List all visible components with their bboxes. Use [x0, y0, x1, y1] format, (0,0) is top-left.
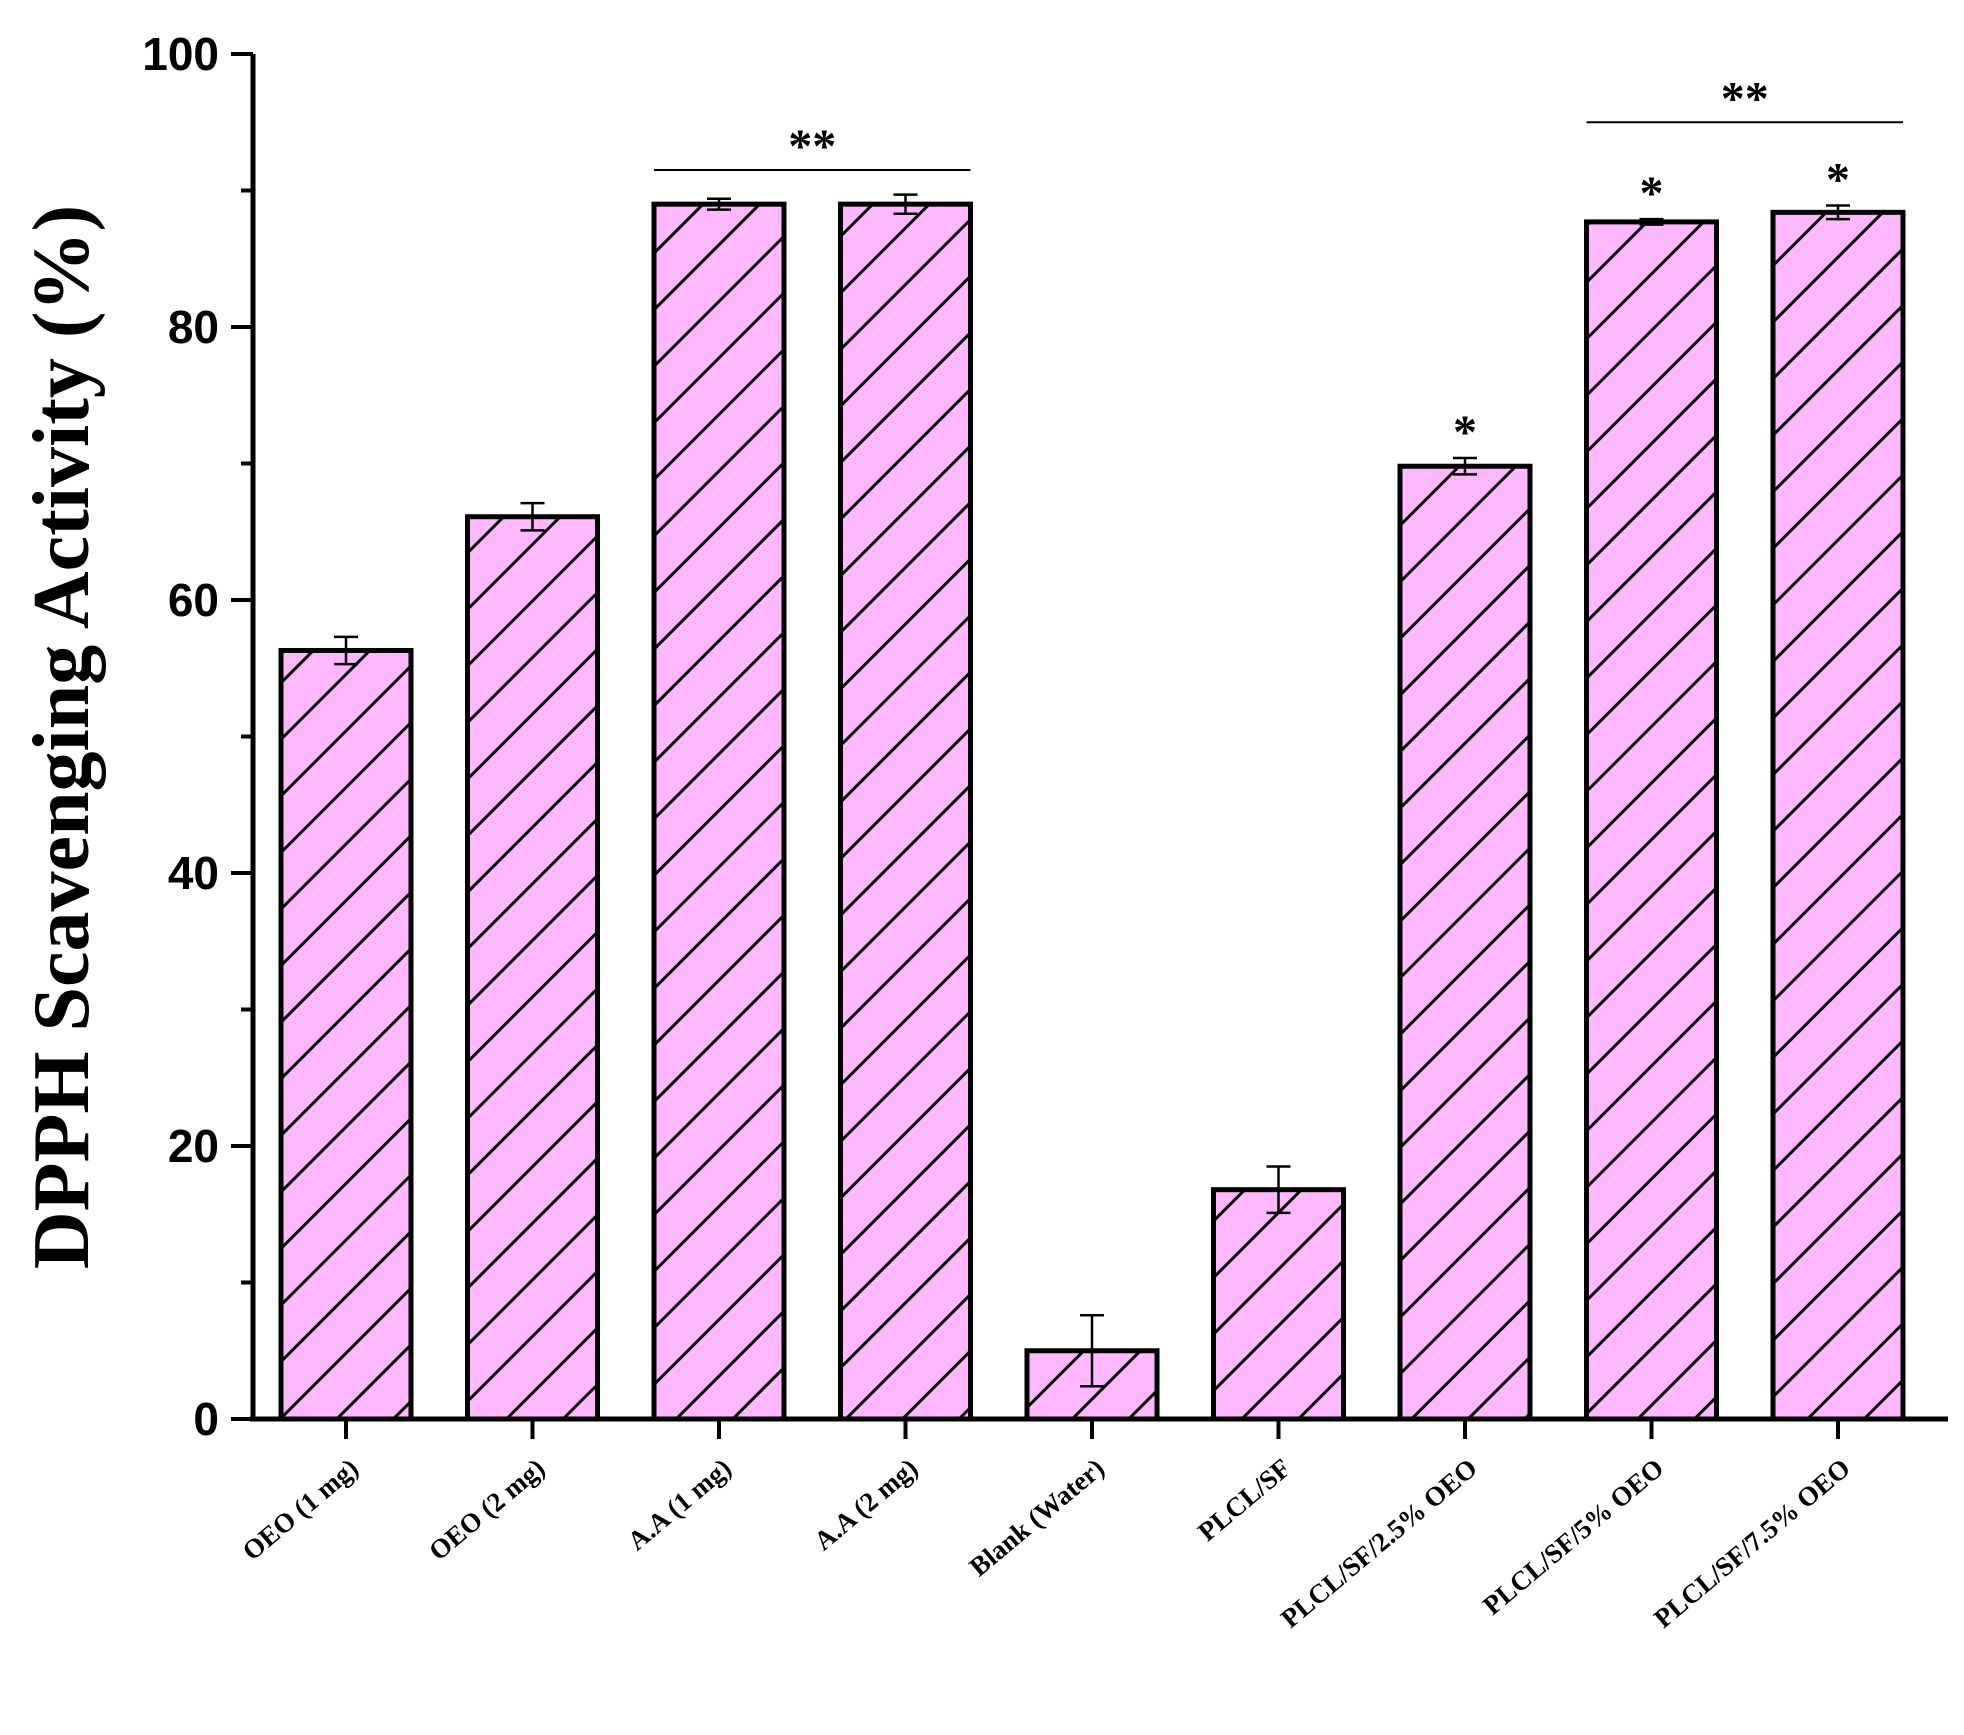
x-tick-label-oeo-2-mg: OEO (2 mg) [423, 1453, 550, 1567]
significance-label: ** [788, 120, 836, 173]
error-bar-plcl-sf-2-5-oeo [1453, 456, 1477, 476]
error-bar-plcl-sf-5-oeo [1639, 217, 1664, 226]
bar-hatch-plcl-sf-7-5-oeo [1770, 209, 1906, 1422]
x-tick-label-a-a-2-mg: A.A (2 mg) [808, 1453, 923, 1556]
bar-hatch-plcl-sf-5-oeo [1584, 219, 1719, 1422]
error-bar-a-a-2-mg [893, 193, 918, 215]
bar-a-a-2-mg [838, 201, 973, 1422]
bar-a-a-1-mg [651, 201, 787, 1422]
bar-hatch-plcl-sf [1211, 1187, 1346, 1422]
bar-hatch-a-a-1-mg [651, 201, 787, 1422]
bar-plcl-sf [1211, 1187, 1346, 1422]
significance-star: * [1640, 167, 1664, 220]
y-tick-label: 40 [168, 847, 219, 899]
error-bars [334, 193, 1850, 1388]
y-axis-label: DPPH Scavenging Activity (%) [18, 205, 106, 1269]
y-tick-label: 60 [168, 574, 219, 626]
x-tick-label-plcl-sf-5-oeo: PLCL/SF/5% OEO [1477, 1453, 1669, 1621]
y-tick-label: 20 [168, 1120, 219, 1172]
x-tick-label-plcl-sf: PLCL/SF [1192, 1453, 1296, 1547]
x-ticks: OEO (1 mg) OEO (2 mg) A.A (1 mg) A.A (2 mg)… [237, 1419, 1856, 1634]
significance-bracket: ** [654, 120, 971, 173]
error-bar-oeo-2-mg [520, 501, 545, 532]
x-tick-label-blank-water: Blank (Water) [964, 1453, 1110, 1583]
bar-oeo-1-mg [278, 648, 414, 1422]
bar-hatch-oeo-1-mg [278, 648, 414, 1422]
bar-hatch-oeo-2-mg [465, 514, 600, 1422]
bar-oeo-2-mg [465, 514, 600, 1422]
y-ticks: 0 20 40 60 80 100 [142, 28, 253, 1445]
error-bar-oeo-1-mg [334, 635, 358, 666]
x-tick-label-plcl-sf-7-5-oeo: PLCL/SF/7.5% OEO [1648, 1453, 1856, 1634]
significance-star: * [1453, 406, 1477, 459]
bar-plcl-sf-7-5-oeo [1770, 209, 1906, 1422]
y-tick-label: 100 [142, 28, 219, 80]
significance-star: * [1826, 154, 1850, 207]
significance-bracket: ** [1586, 72, 1903, 125]
bar-plcl-sf-5-oeo [1584, 219, 1719, 1422]
bars [278, 201, 1906, 1422]
bar-hatch-a-a-2-mg [838, 201, 973, 1422]
x-tick-label-plcl-sf-2-5-oeo: PLCL/SF/2.5% OEO [1275, 1453, 1483, 1634]
significance-label: ** [1721, 72, 1769, 125]
error-bar-blank-water [1080, 1314, 1104, 1388]
error-bar-plcl-sf [1266, 1165, 1291, 1215]
bar-plcl-sf-2-5-oeo [1397, 463, 1533, 1422]
y-tick-label: 0 [193, 1393, 219, 1445]
significance-annotations: ****** * [654, 72, 1903, 459]
x-tick-label-oeo-1-mg: OEO (1 mg) [237, 1453, 364, 1567]
bar-hatch-plcl-sf-2-5-oeo [1397, 463, 1533, 1422]
y-tick-label: 80 [168, 301, 219, 353]
error-bar-plcl-sf-7-5-oeo [1826, 204, 1850, 221]
x-tick-label-a-a-1-mg: A.A (1 mg) [622, 1453, 737, 1556]
error-bar-a-a-1-mg [707, 197, 731, 211]
